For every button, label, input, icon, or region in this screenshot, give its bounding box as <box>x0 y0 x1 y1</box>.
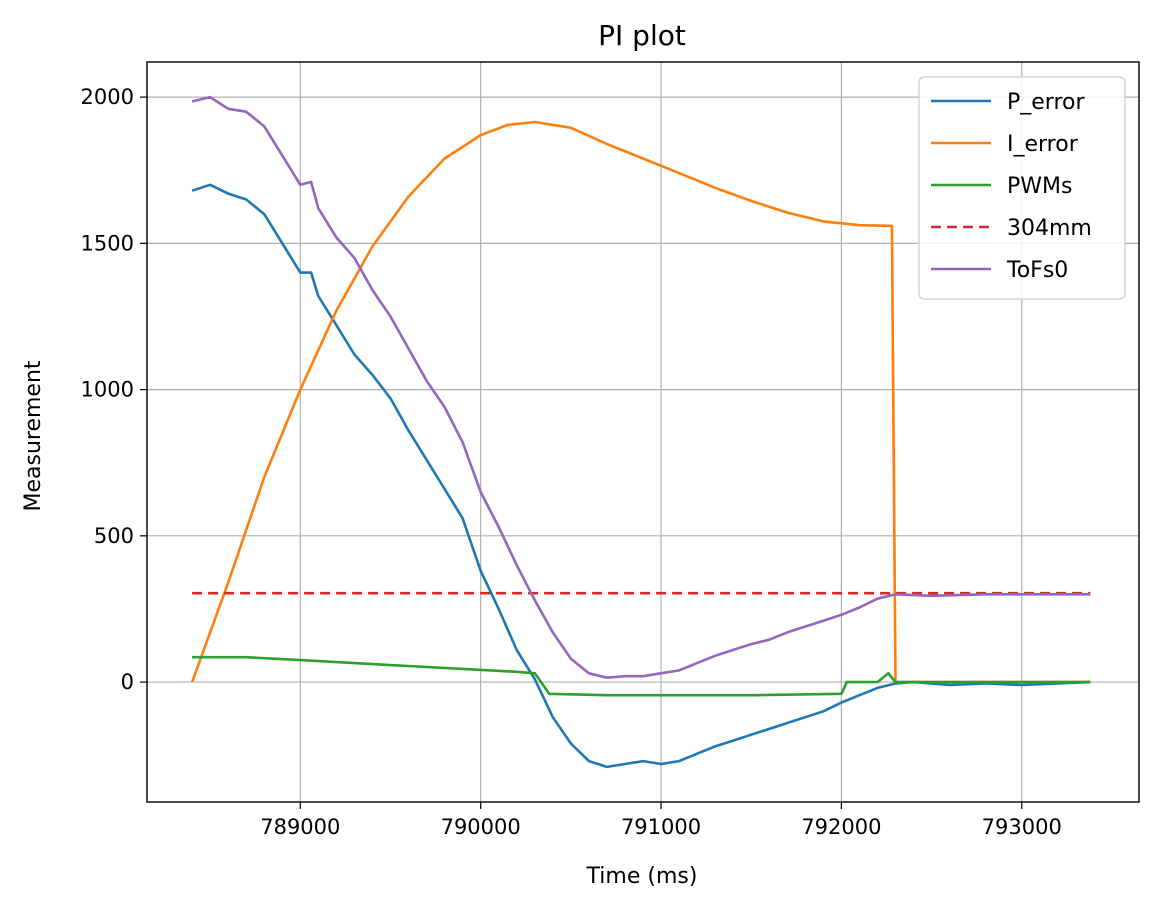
legend-label: PWMs <box>1007 174 1072 199</box>
plot-lines <box>190 95 1091 769</box>
x-tick-label: 793000 <box>982 815 1062 839</box>
chart-title: PI plot <box>598 19 686 52</box>
x-tick-label: 791000 <box>621 815 701 839</box>
plot-frame <box>146 61 1140 803</box>
legend-label: 304mm <box>1007 216 1092 241</box>
y-tick-label: 1000 <box>81 378 134 402</box>
x-axis-label: Time (ms) <box>586 864 698 889</box>
x-tick-label: 792000 <box>801 815 881 839</box>
legend-label: ToFs0 <box>1006 258 1068 283</box>
legend: P_error I_error PWMs 304mm ToFs0 <box>918 76 1126 300</box>
legend-label: I_error <box>1007 132 1079 157</box>
series-line-pwms <box>192 655 1091 697</box>
y-tick-label: 2000 <box>81 85 134 109</box>
y-tick-label: 0 <box>121 670 134 694</box>
y-tick-label: 500 <box>94 524 134 548</box>
y-axis-label: Measurement <box>21 360 46 511</box>
legend-label: P_error <box>1007 90 1085 115</box>
series-line-tofs0 <box>191 95 1091 679</box>
y-tick-label: 1500 <box>81 231 134 255</box>
series-line-p-error <box>191 183 1091 769</box>
x-tick-label: 789000 <box>260 815 340 839</box>
axis-ticks: 789000 790000 791000 792000 793000 0 500 1000 15… <box>81 85 1062 839</box>
legend-box <box>918 76 1126 300</box>
series-line-i-error <box>190 120 1091 684</box>
x-tick-label: 790000 <box>441 815 521 839</box>
